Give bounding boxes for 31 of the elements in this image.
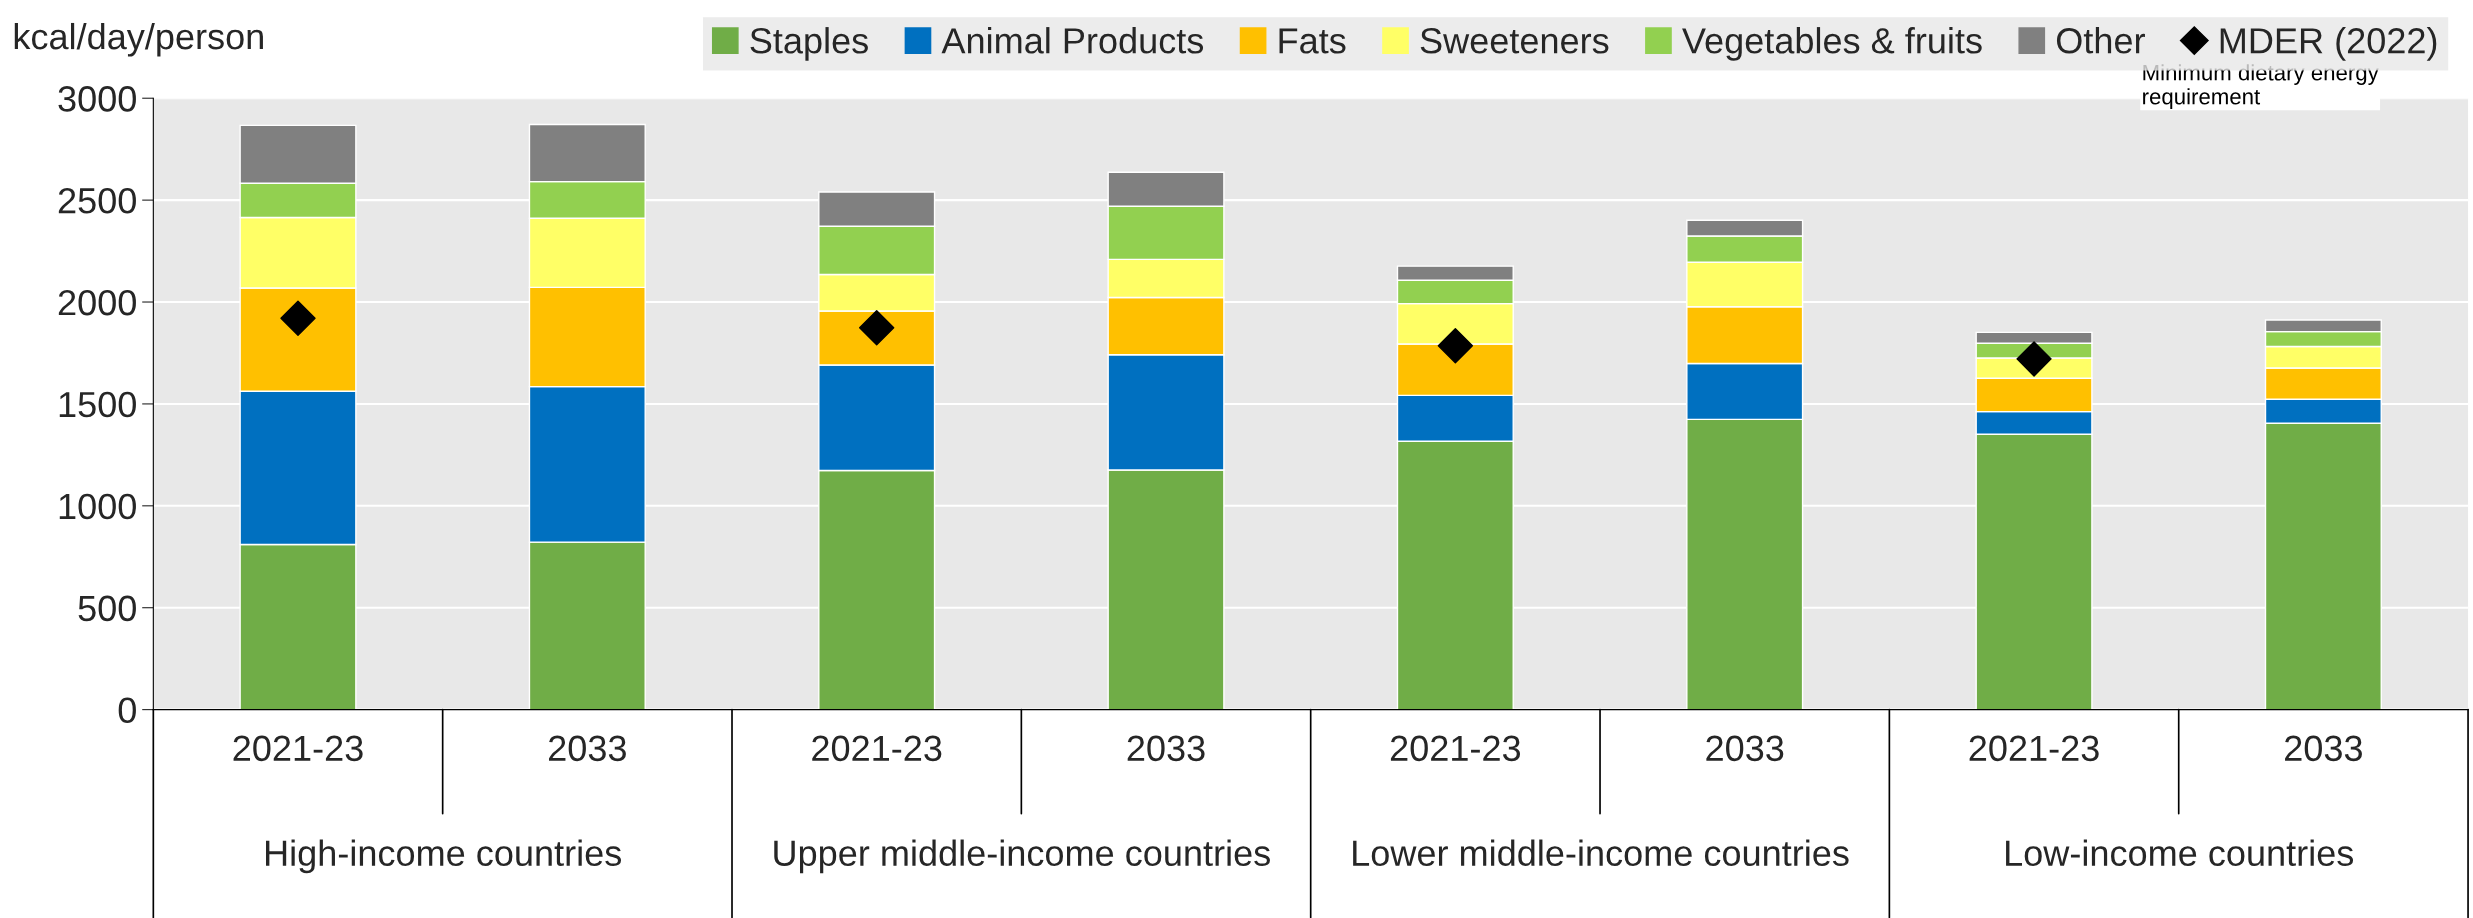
x-tick-label: 2021-23 <box>1390 735 1521 762</box>
y-tick-label: 1500 <box>59 391 136 418</box>
y-axis-title: kcal/day/person <box>14 22 263 57</box>
y-tick-label: 3000 <box>58 86 136 112</box>
legend-label: Fats <box>1279 28 1346 54</box>
x-tick-label: 2033 <box>1706 735 1784 762</box>
x-tick-label: 2021-23 <box>812 735 942 762</box>
y-tick-label: 2000 <box>58 289 136 316</box>
x-tick-label: 2021-23 <box>1969 735 2099 762</box>
x-tick-label: 2033 <box>548 735 626 762</box>
x-tick-label: 2021-23 <box>233 735 363 762</box>
y-tick-label: 1000 <box>59 493 136 520</box>
legend-label: Sweeteners <box>1420 28 1609 54</box>
point <box>1437 327 1474 364</box>
text: Upper middle-income countries <box>774 839 1270 874</box>
legend-label: Vegetables & fruits <box>1682 27 1982 61</box>
text: Low-income countries <box>2006 839 2354 867</box>
annotation: Minimum dietary energy requirement <box>2143 64 2379 109</box>
point <box>280 300 316 337</box>
x-tick-label: 2033 <box>2285 735 2362 762</box>
text: High-income countries <box>266 839 621 874</box>
x-tick-label: 2033 <box>1127 735 1205 762</box>
y-tick-label: 0 <box>118 697 136 724</box>
y-tick-label: 2500 <box>58 187 136 214</box>
legend-label: Animal Products <box>941 27 1204 54</box>
legend-label: Other <box>2056 27 2145 54</box>
y-tick-label: 500 <box>78 595 136 622</box>
text: Lower middle-income countries <box>1353 839 1849 867</box>
point <box>2016 341 2052 377</box>
legend-label: Staples <box>750 27 868 61</box>
legend-label: MDER (2022) <box>2220 27 2437 61</box>
